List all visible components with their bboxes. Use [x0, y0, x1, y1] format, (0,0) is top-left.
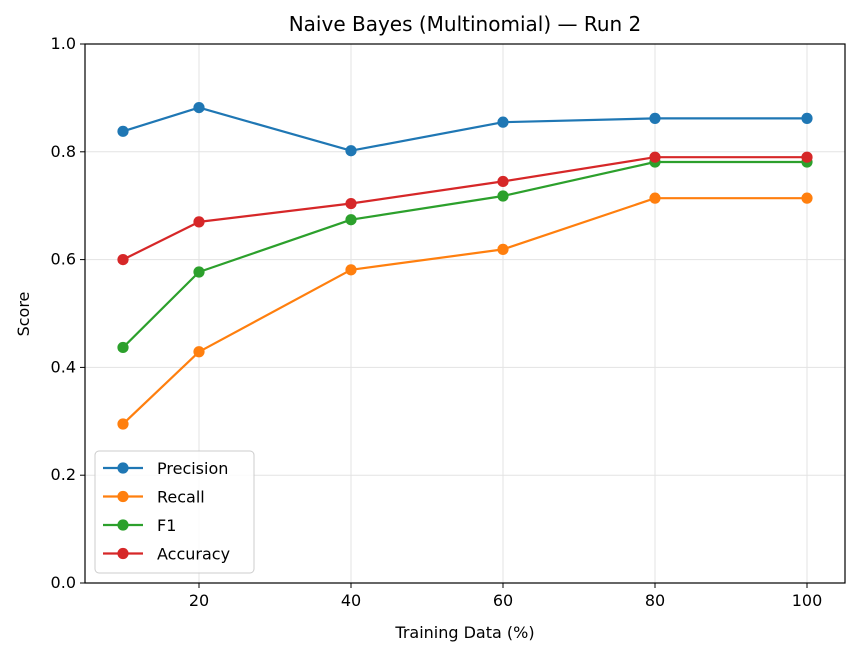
series-line-accuracy: [122, 156, 807, 261]
data-point-recall: [649, 192, 661, 204]
legend-marker-f1: [117, 519, 129, 531]
y-axis-label: Score: [14, 292, 33, 337]
data-point-recall: [193, 346, 205, 358]
legend-label-accuracy: Accuracy: [157, 545, 230, 564]
data-point-precision: [117, 125, 129, 137]
data-point-precision: [497, 116, 509, 128]
data-point-accuracy: [117, 254, 129, 266]
x-tick-label: 20: [189, 591, 209, 610]
legend-box: [94, 450, 255, 574]
data-point-recall: [801, 192, 813, 204]
y-tick-label: 0.4: [51, 357, 76, 376]
x-tick-label: 40: [341, 591, 361, 610]
series-line-recall: [122, 197, 807, 425]
legend-label-f1: F1: [157, 516, 176, 535]
y-tick-label: 0.8: [51, 142, 76, 161]
data-point-f1: [497, 190, 509, 202]
chart-title: Naive Bayes (Multinomial) — Run 2: [289, 12, 642, 36]
data-point-precision: [801, 112, 813, 124]
x-axis-ticks: 20 40 60 80 100: [189, 583, 822, 610]
data-point-accuracy: [345, 197, 357, 210]
legend-marker-accuracy: [117, 547, 129, 560]
y-tick-label: 1.0: [51, 34, 76, 53]
x-axis-label: Training Data (%): [394, 623, 534, 642]
legend-marker-recall: [117, 490, 129, 503]
legend-label-recall: Recall: [157, 488, 205, 507]
data-point-precision: [649, 112, 661, 124]
data-point-accuracy: [649, 151, 661, 163]
y-tick-label: 0.0: [51, 573, 76, 592]
data-point-recall: [497, 243, 509, 255]
plot-frame: [84, 43, 846, 584]
data-point-f1: [345, 214, 357, 226]
data-point-f1: [117, 341, 129, 354]
legend-marker-precision: [117, 462, 129, 474]
x-tick-label: 100: [792, 591, 823, 610]
plot-series: [117, 102, 813, 430]
data-point-accuracy: [801, 151, 813, 163]
data-point-accuracy: [193, 216, 205, 228]
data-point-precision: [345, 145, 357, 157]
series-line-precision: [122, 106, 807, 152]
x-tick-label: 60: [493, 591, 513, 610]
y-tick-label: 0.6: [51, 250, 76, 269]
data-point-recall: [117, 418, 129, 430]
data-point-f1: [193, 266, 205, 278]
x-tick-label: 80: [645, 591, 665, 610]
legend: Precision Recall F1 Accuracy: [94, 450, 255, 574]
data-point-recall: [345, 264, 357, 276]
legend-label-precision: Precision: [157, 459, 228, 478]
y-tick-label: 0.2: [51, 465, 76, 484]
series-line-f1: [122, 160, 807, 349]
data-point-accuracy: [497, 175, 509, 188]
y-axis-ticks: 0.0 0.2 0.4 0.6 0.8 1.0: [51, 34, 85, 592]
data-point-precision: [193, 102, 205, 114]
